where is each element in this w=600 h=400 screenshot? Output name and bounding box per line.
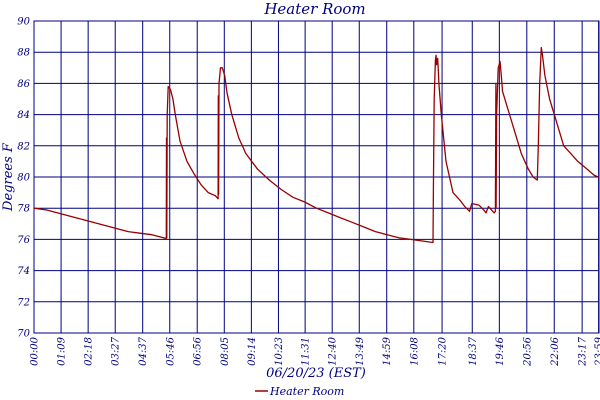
y-tick-label: 78 [17,204,30,215]
y-tick-label: 82 [17,141,30,152]
y-tick-label: 70 [17,329,30,340]
x-tick-label: 13:49 [355,336,366,365]
x-tick-label: 18:37 [468,336,479,365]
y-tick-label: 80 [17,173,30,184]
x-tick-label: 12:40 [328,336,339,365]
x-tick-label: 00:00 [30,336,41,365]
y-tick-label: 84 [17,110,30,121]
x-tick-label: 11:31 [301,337,312,366]
x-tick-label: 05:46 [165,336,176,365]
y-tick-labels: 70 72 74 76 78 80 82 84 86 88 90 [17,17,30,340]
x-tick-label: 17:20 [438,336,449,365]
x-tick-label: 01:09 [57,336,68,365]
y-tick-label: 88 [17,48,30,59]
legend: Heater Room [255,385,344,398]
y-tick-label: 90 [17,17,30,28]
series-layer [33,46,599,244]
x-tick-label: 03:27 [111,336,122,365]
legend-label: Heater Room [269,385,344,398]
y-tick-label: 76 [17,235,30,246]
gridlines [33,20,600,334]
x-tick-label: 14:59 [382,336,393,365]
x-tick-label: 23:59 [594,336,600,366]
x-tick-label: 06:56 [193,336,204,365]
x-axis-label: 06/20/23 (EST) [266,366,366,381]
x-tick-label: 23:17 [578,336,589,366]
chart-title: Heater Room [263,0,365,18]
x-tick-label: 08:05 [220,337,231,366]
x-tick-label: 16:08 [409,337,420,366]
y-tick-label: 74 [17,266,30,277]
x-tick-label: 02:18 [84,337,95,366]
x-tick-label: 19:46 [495,336,506,365]
x-tick-label: 09:14 [247,337,258,366]
x-tick-label: 20:56 [522,336,533,366]
y-tick-label: 72 [17,297,30,308]
y-axis-label: Degrees F [1,142,16,212]
x-tick-label: 04:37 [138,336,149,365]
x-tick-labels: 00:00 01:09 02:18 03:27 04:37 05:46 06:56 08:05… [30,336,600,366]
plot-frame [33,20,600,334]
x-tick-label: 10:23 [274,337,285,366]
y-tick-label: 86 [17,79,30,90]
x-tick-label: 22:06 [550,336,561,366]
series-line [33,46,599,244]
